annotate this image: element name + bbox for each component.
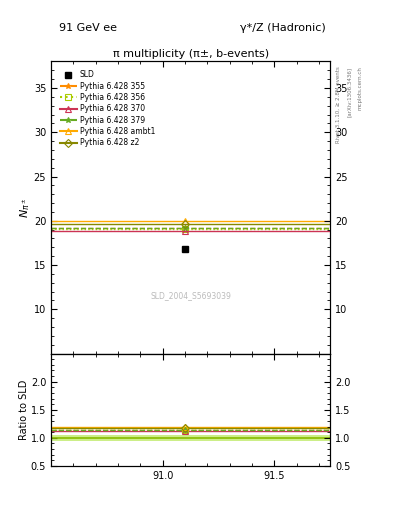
Text: Rivet 3.1.10, ≥ 2.8M events: Rivet 3.1.10, ≥ 2.8M events [336,67,341,143]
Text: 91 GeV ee: 91 GeV ee [59,23,117,33]
Y-axis label: $N_{\pi^\pm}$: $N_{\pi^\pm}$ [18,197,32,218]
Text: SLD_2004_S5693039: SLD_2004_S5693039 [150,291,231,300]
Bar [51,435,330,441]
Y-axis label: Ratio to SLD: Ratio to SLD [20,379,29,440]
Text: γ*/Z (Hadronic): γ*/Z (Hadronic) [241,23,326,33]
Text: mcplots.cern.ch: mcplots.cern.ch [358,67,363,111]
Text: [arXiv:1306.3436]: [arXiv:1306.3436] [347,67,352,117]
Title: π multiplicity (π±, b-events): π multiplicity (π±, b-events) [112,49,269,59]
Legend: SLD, Pythia 6.428 355, Pythia 6.428 356, Pythia 6.428 370, Pythia 6.428 379, Pyt: SLD, Pythia 6.428 355, Pythia 6.428 356,… [58,68,158,150]
